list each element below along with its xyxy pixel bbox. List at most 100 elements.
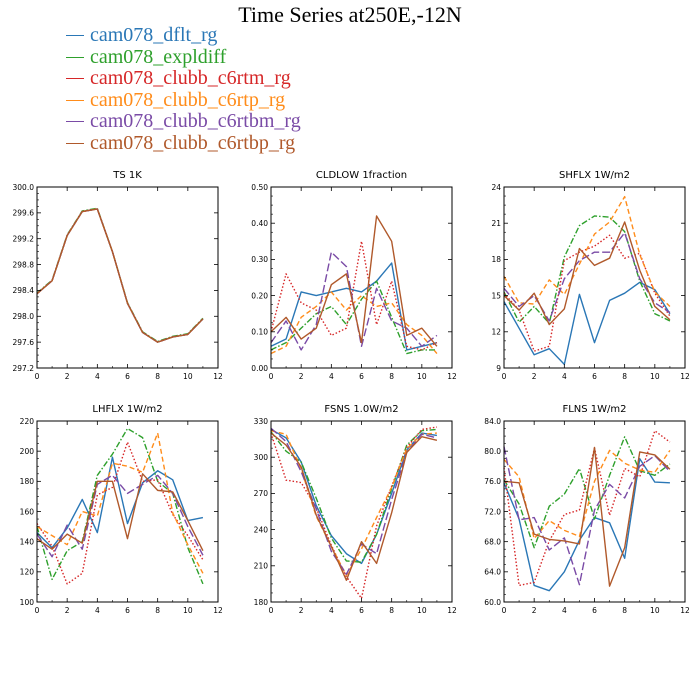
- x-tick-label: 2: [532, 606, 537, 615]
- series-line: [503, 446, 671, 587]
- series-line: [36, 427, 204, 585]
- y-tick-label: 60.0: [484, 598, 501, 607]
- y-tick-label: 15: [491, 291, 501, 300]
- x-tick-label: 2: [532, 372, 537, 381]
- panel-ts: TS 1K 0 2 4 6 8 10 12 297.2 297.6 298.0 298.4 298.8 2…: [13, 170, 223, 381]
- x-tick-label: 2: [65, 372, 70, 381]
- series-line: [36, 474, 204, 558]
- x-tick-label: 12: [213, 606, 223, 615]
- x-tick-label: 10: [183, 372, 193, 381]
- plot-frame: [36, 186, 219, 369]
- x-tick-label: 8: [155, 372, 160, 381]
- y-tick-label: 0.10: [251, 328, 268, 337]
- legend-label: cam078_expldiff: [90, 45, 227, 68]
- y-tick-label: 299.6: [13, 209, 35, 218]
- y-tick-label: 299.2: [13, 235, 35, 244]
- panel-title: FSNS 1.0W/m2: [324, 404, 398, 415]
- y-tick-label: 12: [491, 328, 501, 337]
- x-tick-label: 12: [680, 606, 690, 615]
- x-tick-label: 4: [562, 606, 567, 615]
- legend-swatch: [66, 56, 84, 58]
- x-tick-label: 10: [650, 372, 660, 381]
- y-tick-label: 0.50: [251, 183, 268, 192]
- x-tick-label: 10: [417, 372, 427, 381]
- series-line: [503, 449, 671, 540]
- panel-fsns: FSNS 1.0W/m2 0 2 4 6 8 10 12 180 210 240 270 300 330: [254, 404, 457, 615]
- legend-label: cam078_clubb_c6rtp_rg: [90, 88, 286, 111]
- panel-title: CLDLOW 1fraction: [316, 170, 407, 181]
- y-tick-label: 72.0: [484, 507, 501, 516]
- legend-label: cam078_clubb_c6rtbm_rg: [90, 110, 301, 132]
- legend-swatch: [66, 35, 84, 36]
- series-line: [270, 432, 438, 581]
- series-line: [503, 458, 670, 592]
- x-tick-label: 6: [359, 372, 364, 381]
- panel-title: FLNS 1W/m2: [562, 404, 626, 415]
- y-tick-label: 140: [20, 537, 35, 546]
- series-line: [503, 430, 671, 587]
- series-line: [270, 251, 438, 351]
- y-tick-label: 298.8: [13, 260, 35, 269]
- y-tick-label: 24: [491, 183, 501, 192]
- x-tick-label: 4: [95, 372, 100, 381]
- x-tick-label: 4: [329, 372, 334, 381]
- y-tick-label: 18: [491, 255, 501, 264]
- y-tick-label: 9: [496, 364, 501, 373]
- series-line: [36, 441, 204, 585]
- y-tick-label: 298.0: [13, 312, 35, 321]
- x-tick-label: 6: [592, 606, 597, 615]
- plot-frame: [36, 420, 219, 603]
- x-tick-label: 6: [359, 606, 364, 615]
- y-tick-label: 180: [20, 477, 35, 486]
- legend-swatch: [66, 78, 84, 79]
- panel-title: LHFLX 1W/m2: [92, 404, 162, 415]
- x-tick-label: 8: [622, 606, 627, 615]
- y-tick-label: 240: [254, 525, 269, 534]
- series-line: [270, 428, 437, 563]
- panel-cldlow: CLDLOW 1fraction 0 2 4 6 8 10 12 0.00 0.10 0.20 0.3…: [251, 170, 457, 381]
- y-tick-label: 0.40: [251, 219, 268, 228]
- x-tick-label: 2: [65, 606, 70, 615]
- panel-title: SHFLX 1W/m2: [559, 170, 630, 181]
- panel-flns: FLNS 1W/m2 0 2 4 6 8 10 12 60.0 64.0 68.0 72.0 76.0 8…: [484, 404, 690, 615]
- x-tick-label: 4: [562, 372, 567, 381]
- series-line: [36, 207, 204, 343]
- x-tick-label: 4: [95, 606, 100, 615]
- x-tick-label: 12: [447, 372, 457, 381]
- legend-label: cam078_clubb_c6rtm_rg: [90, 67, 291, 89]
- x-tick-label: 0: [269, 372, 274, 381]
- y-tick-label: 300.0: [13, 183, 35, 192]
- x-tick-label: 8: [622, 372, 627, 381]
- legend-swatch: [66, 99, 84, 101]
- x-tick-label: 8: [389, 606, 394, 615]
- plot-frame: [270, 420, 453, 603]
- x-tick-label: 2: [299, 372, 304, 381]
- y-tick-label: 0.20: [251, 291, 268, 300]
- y-tick-label: 84.0: [484, 417, 501, 426]
- series-line: [270, 428, 438, 565]
- y-tick-label: 120: [20, 568, 35, 577]
- y-tick-label: 330: [254, 417, 269, 426]
- series-line: [270, 280, 437, 355]
- y-tick-label: 220: [20, 417, 35, 426]
- legend-label: cam078_dflt_rg: [90, 24, 218, 46]
- x-tick-label: 10: [183, 606, 193, 615]
- x-tick-label: 8: [155, 606, 160, 615]
- series-line: [503, 221, 671, 326]
- x-tick-label: 4: [329, 606, 334, 615]
- y-tick-label: 76.0: [484, 477, 501, 486]
- series-line: [503, 232, 671, 322]
- x-tick-label: 0: [502, 372, 507, 381]
- x-tick-label: 0: [269, 606, 274, 615]
- x-tick-label: 0: [35, 372, 40, 381]
- series-line: [270, 262, 438, 351]
- series-line: [503, 215, 671, 325]
- y-tick-label: 100: [20, 598, 35, 607]
- y-tick-label: 0.30: [251, 255, 268, 264]
- y-tick-label: 297.2: [13, 364, 35, 373]
- legend-swatch: [66, 142, 84, 144]
- series-line: [270, 215, 438, 347]
- x-tick-label: 2: [299, 606, 304, 615]
- series-line: [503, 436, 671, 549]
